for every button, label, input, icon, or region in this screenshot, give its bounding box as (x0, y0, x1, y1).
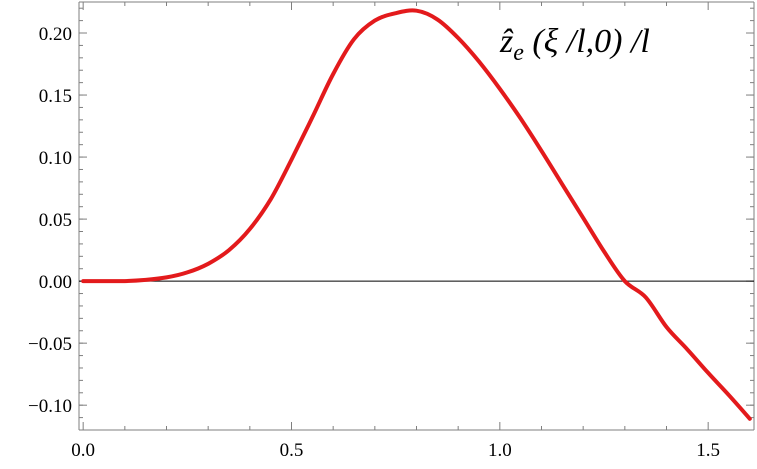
data-point (310, 115, 314, 119)
data-point (373, 19, 377, 23)
data-point (352, 37, 356, 41)
data-point (144, 278, 148, 282)
series-points (81, 9, 752, 421)
ticks: 0.20 0.15 0.10 0.05 0.00 −0.05 −0.10 0.0 0.5 1.0 1… (28, 2, 754, 461)
series-label-rest: (ξ /l,0) /l (524, 23, 650, 60)
data-point (685, 347, 689, 351)
data-point (435, 17, 439, 21)
x-tick-label: 0.5 (280, 440, 304, 461)
data-point (165, 275, 169, 279)
data-point (456, 36, 460, 40)
data-point (706, 371, 710, 375)
data-point (727, 393, 731, 397)
data-point (290, 158, 294, 162)
y-tick-label: 0.15 (39, 86, 72, 107)
data-point (519, 117, 523, 121)
y-tick-label: 0.10 (39, 148, 72, 169)
y-tick-label: 0.00 (39, 272, 72, 293)
data-point (602, 249, 606, 253)
data-point (623, 279, 627, 283)
y-tick-label: −0.10 (28, 396, 72, 417)
x-tick-label: 1.0 (488, 440, 512, 461)
data-point (331, 72, 335, 76)
y-tick-label: −0.05 (28, 334, 72, 355)
series-label-zhat: ẑ (499, 23, 514, 60)
data-point (227, 248, 231, 252)
y-tick-label: 0.05 (39, 210, 72, 231)
x-tick-label: 0.0 (71, 440, 95, 461)
data-point (665, 325, 669, 329)
data-point (581, 216, 585, 220)
data-point (185, 270, 189, 274)
series-label: ẑe (ξ /l,0) /l (499, 23, 650, 66)
data-point (748, 417, 752, 421)
data-point (498, 87, 502, 91)
series-label-subscript: e (513, 40, 524, 66)
data-point (123, 279, 127, 283)
data-point (206, 262, 210, 266)
data-point (81, 279, 85, 283)
data-point (269, 197, 273, 201)
data-point (540, 149, 544, 153)
data-point (560, 182, 564, 186)
data-point (477, 60, 481, 64)
data-point (644, 295, 648, 299)
x-tick-label: 1.5 (696, 440, 720, 461)
data-point (394, 11, 398, 15)
data-point (248, 227, 252, 231)
axes-frame (78, 1, 755, 431)
series-line (81, 8, 752, 421)
data-point (102, 279, 106, 283)
data-point (415, 9, 419, 13)
y-tick-label: 0.20 (39, 24, 72, 45)
